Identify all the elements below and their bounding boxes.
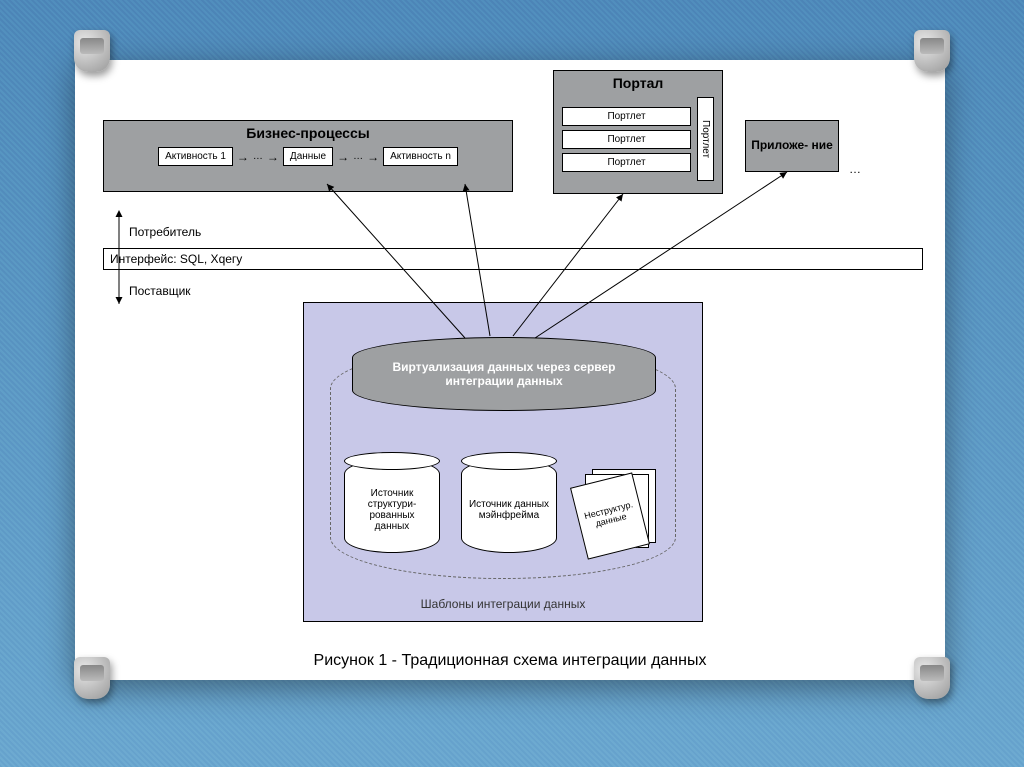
bp-activity-1: Активность 1	[158, 147, 233, 166]
consumer-label: Потребитель	[129, 225, 201, 239]
portal-box: Портал Портлет Портлет Портлет Портлет	[553, 70, 723, 194]
arrow-icon: →	[337, 150, 349, 164]
virtualization-container: Виртуализация данных через сервер интегр…	[303, 302, 703, 622]
business-processes-title: Бизнес-процессы	[104, 121, 512, 147]
ellipsis: …	[253, 151, 263, 162]
bp-data-node: Данные	[283, 147, 333, 166]
interface-bar: Интерфейс: SQL, Xqегу	[103, 248, 923, 270]
unstructured-docs-icon: Неструктур. данные	[578, 469, 662, 553]
portlet: Портлет	[562, 130, 691, 149]
paper-clip-icon	[914, 30, 950, 72]
data-sources-row: Источник структури-рованных данных Источ…	[344, 443, 662, 553]
business-processes-box: Бизнес-процессы Активность 1 → … → Данны…	[103, 120, 513, 192]
portlet-column: Портлет Портлет Портлет	[562, 97, 691, 181]
application-box: Приложе- ние	[745, 120, 839, 172]
paper-clip-icon	[914, 657, 950, 699]
mainframe-source-cylinder: Источник данных мэйнфрейма	[461, 459, 557, 553]
figure-caption: Рисунок 1 - Традиционная схема интеграци…	[75, 652, 945, 670]
ellipsis: …	[849, 162, 861, 176]
virtualization-disk: Виртуализация данных через сервер интегр…	[352, 337, 656, 411]
business-processes-flow: Активность 1 → … → Данные → … → Активнос…	[104, 147, 512, 166]
ellipsis: …	[353, 151, 363, 162]
paper-clip-icon	[74, 657, 110, 699]
paper-clip-icon	[74, 30, 110, 72]
slide-card: Бизнес-процессы Активность 1 → … → Данны…	[75, 60, 945, 680]
bp-activity-n: Активность n	[383, 147, 458, 166]
diagram-canvas: Бизнес-процессы Активность 1 → … → Данны…	[85, 70, 935, 640]
arrow-icon: →	[237, 150, 249, 164]
arrow-icon: →	[367, 150, 379, 164]
portlet-tall: Портлет	[697, 97, 714, 181]
structured-source-cylinder: Источник структури-рованных данных	[344, 459, 440, 553]
portlet: Портлет	[562, 153, 691, 172]
portlet: Портлет	[562, 107, 691, 126]
supplier-label: Поставщик	[129, 284, 191, 298]
portal-title: Портал	[554, 71, 722, 97]
portal-body: Портлет Портлет Портлет Портлет	[554, 97, 722, 181]
integration-templates-label: Шаблоны интеграции данных	[304, 597, 702, 611]
arrow-icon: →	[267, 150, 279, 164]
